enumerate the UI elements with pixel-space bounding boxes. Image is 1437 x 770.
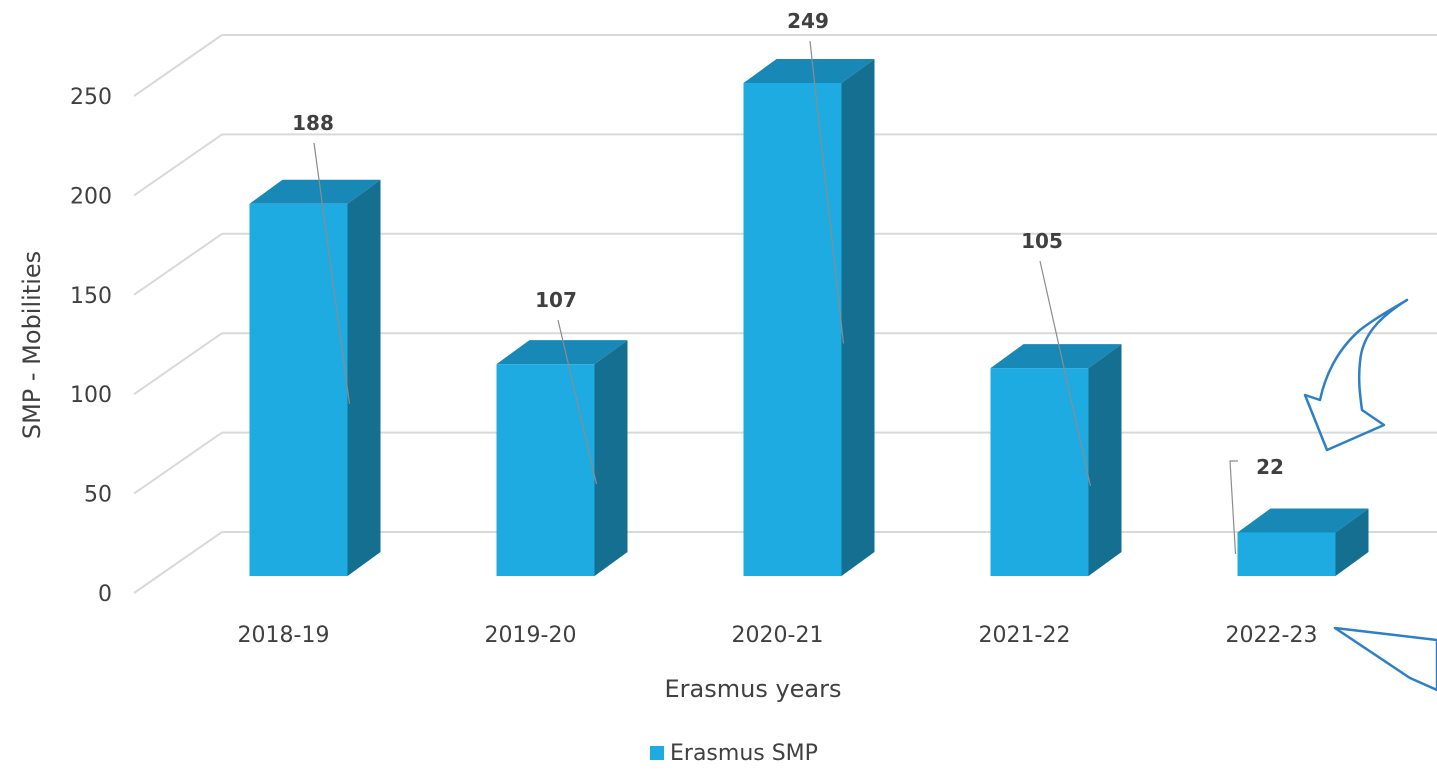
bar-front xyxy=(496,364,595,576)
data-label: 105 xyxy=(1021,229,1063,253)
x-axis-title: Erasmus years xyxy=(664,675,841,703)
x-tick-label: 2022-23 xyxy=(1226,623,1318,648)
leader-line xyxy=(1039,260,1092,487)
bar-side xyxy=(594,340,628,576)
bar xyxy=(990,344,1122,576)
y-axis-ticks: 0 50 100 150 200 250 xyxy=(70,85,112,607)
x-tick-label: 2021-22 xyxy=(979,623,1071,648)
bar-side xyxy=(1088,344,1122,576)
bar xyxy=(743,59,875,576)
data-label: 188 xyxy=(292,111,334,135)
bar-front xyxy=(990,368,1089,576)
bar xyxy=(249,179,381,577)
y-tick-label: 0 xyxy=(98,582,112,607)
x-tick-label: 2019-20 xyxy=(485,623,577,648)
y-tick-label: 200 xyxy=(70,184,112,209)
y-axis-title: SMP - Mobilities xyxy=(18,251,46,439)
bar-side xyxy=(841,59,875,576)
y-tick-label: 150 xyxy=(70,284,112,309)
gridline-diagonal xyxy=(133,34,223,97)
leader-lines xyxy=(313,40,1238,555)
bar-top xyxy=(743,59,875,83)
bar-front xyxy=(743,83,842,576)
data-labels: 188 107 249 105 22 xyxy=(292,9,1284,479)
legend-swatch xyxy=(650,746,664,760)
y-tick-label: 250 xyxy=(70,85,112,110)
gridline-diagonal xyxy=(133,531,223,594)
gridline-diagonal xyxy=(133,133,223,197)
leader-line xyxy=(809,40,845,344)
bar-front xyxy=(249,203,348,577)
bar xyxy=(496,340,628,576)
bar xyxy=(1237,508,1369,576)
leader-line xyxy=(1229,460,1238,555)
bar-side xyxy=(1335,508,1369,576)
data-label: 107 xyxy=(535,288,577,312)
x-axis-ticks: 2018-19 2019-20 2020-21 2021-22 2022-23 xyxy=(238,623,1318,648)
curved-arrow-icon xyxy=(1303,298,1409,452)
gridline-diagonal xyxy=(133,232,223,296)
leader-line xyxy=(557,319,598,485)
data-label: 249 xyxy=(787,9,829,33)
legend-label: Erasmus SMP xyxy=(670,741,818,766)
y-tick-label: 100 xyxy=(70,383,112,408)
arrow-pointer-icon xyxy=(1333,626,1437,692)
bar-side xyxy=(347,179,381,577)
leader-line xyxy=(313,142,351,404)
data-label: 22 xyxy=(1256,455,1284,479)
legend: Erasmus SMP xyxy=(650,741,818,766)
bar-top xyxy=(1237,508,1369,533)
x-tick-label: 2018-19 xyxy=(238,623,330,648)
bar-top xyxy=(496,340,628,365)
gridline-diagonal xyxy=(133,332,223,396)
x-tick-label: 2020-21 xyxy=(732,623,824,648)
bar-front xyxy=(1237,532,1336,576)
y-tick-label: 50 xyxy=(84,483,112,508)
bars xyxy=(249,59,1369,577)
bar-top xyxy=(990,344,1122,369)
bar-top xyxy=(249,179,381,204)
gridline-diagonal xyxy=(133,431,223,495)
